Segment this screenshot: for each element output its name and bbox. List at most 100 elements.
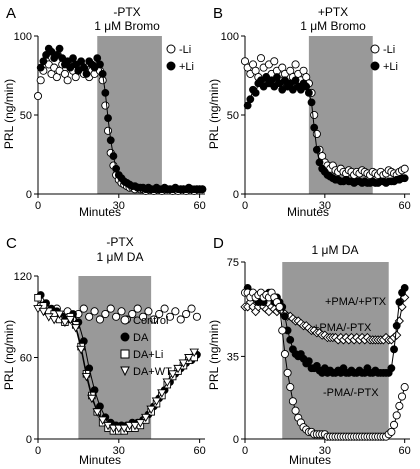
data-point	[171, 307, 180, 316]
data-point	[112, 312, 121, 321]
data-point	[151, 397, 162, 406]
chart-subtitle: 1 μM DA	[97, 250, 144, 264]
chart-subtitle: 1 μM Bromo	[300, 19, 366, 33]
data-point	[189, 348, 200, 357]
data-point	[400, 284, 409, 292]
data-point	[176, 315, 185, 324]
data-point	[283, 368, 292, 377]
data-point	[184, 354, 194, 363]
y-tick-label: 50	[227, 110, 239, 122]
x-axis-label: Minutes	[79, 453, 121, 467]
legend-marker-open-circle	[120, 315, 130, 325]
legend-label: DA	[133, 332, 149, 344]
data-point	[397, 392, 407, 401]
data-point	[288, 397, 297, 406]
data-point	[106, 304, 115, 313]
data-point	[387, 427, 396, 436]
data-point	[291, 60, 300, 69]
data-point	[33, 91, 43, 101]
chart-title: -PTX	[113, 5, 140, 19]
data-point	[96, 60, 104, 69]
data-point	[95, 315, 105, 324]
data-point	[256, 54, 266, 63]
panel-d: D 1 μM DA PRL (ng/min) Minutes 0 30 60 0 35 7…	[207, 235, 411, 467]
panel-b: B +PTX 1 μM Bromo PRL (ng/min) Minutes 0…	[207, 5, 411, 219]
x-tick-label: 60	[193, 200, 205, 212]
legend-marker-filled-circle	[166, 61, 176, 71]
y-axis-label: PRL (ng/min)	[207, 79, 221, 149]
data-point	[155, 309, 164, 319]
data-point	[392, 330, 402, 340]
x-axis-label: Minutes	[289, 453, 331, 467]
data-point	[92, 408, 103, 417]
x-tick-label: 0	[242, 445, 248, 457]
data-point	[38, 307, 49, 317]
y-tick-label: 100	[14, 31, 32, 43]
data-point	[81, 373, 92, 382]
data-point	[63, 76, 72, 85]
series-annotation: +PMA/-PTX	[313, 322, 372, 334]
data-point	[144, 307, 153, 316]
data-point	[304, 88, 313, 97]
y-tick-label: 75	[227, 257, 239, 269]
x-tick-label: 30	[319, 200, 331, 212]
data-point	[167, 370, 178, 379]
data-point	[278, 326, 287, 335]
data-point	[307, 98, 316, 107]
y-axis-label: PRL (ng/min)	[2, 79, 16, 149]
legend-label: +Li	[383, 61, 398, 73]
legend-label: DA+WT	[133, 366, 172, 378]
data-point	[270, 57, 279, 66]
y-axis-label: PRL (ng/min)	[2, 320, 16, 390]
data-point	[117, 307, 126, 316]
data-point	[281, 312, 289, 321]
data-point	[60, 318, 70, 328]
data-point	[392, 411, 401, 420]
data-point	[392, 321, 401, 330]
x-axis-label: Minutes	[287, 205, 329, 219]
x-tick-label: 0	[35, 445, 41, 457]
data-point	[97, 416, 108, 425]
data-point	[310, 110, 319, 120]
legend-label: Control	[133, 315, 168, 327]
data-point	[291, 406, 300, 415]
chart-subtitle: 1 μM Bromo	[94, 19, 160, 33]
data-point	[55, 44, 64, 53]
x-tick-label: 30	[113, 200, 125, 212]
legend-marker-open-triangle	[120, 366, 130, 377]
x-tick-label: 60	[399, 445, 411, 457]
data-point	[400, 164, 409, 173]
data-point	[162, 378, 173, 387]
y-tick-label: 0	[233, 434, 239, 446]
x-axis-label: Minutes	[79, 205, 121, 219]
data-point	[128, 309, 137, 319]
data-point	[79, 304, 88, 313]
data-point	[395, 401, 404, 411]
data-point	[109, 152, 118, 160]
data-point	[160, 304, 169, 313]
x-tick-label: 0	[35, 200, 41, 212]
data-point	[103, 126, 113, 135]
y-tick-label: 35	[227, 351, 239, 363]
data-point	[140, 413, 151, 423]
panel-c: C -PTX 1 μM DA PRL (ng/min) Minutes 0 30 6…	[2, 235, 206, 467]
data-point	[182, 309, 191, 319]
data-point	[280, 349, 289, 359]
data-point	[106, 136, 115, 145]
data-point	[135, 419, 146, 428]
data-point	[178, 359, 189, 368]
data-point	[275, 302, 284, 311]
data-point	[104, 114, 112, 123]
data-point	[82, 70, 91, 78]
data-point	[198, 185, 207, 194]
data-point	[286, 383, 295, 392]
data-point	[98, 70, 107, 78]
data-point	[101, 101, 110, 110]
data-point	[34, 293, 42, 302]
data-point	[400, 383, 409, 392]
y-tick-label: 60	[20, 353, 32, 365]
chart-title: -PTX	[106, 235, 133, 249]
data-point	[389, 420, 399, 429]
data-point	[173, 364, 183, 374]
